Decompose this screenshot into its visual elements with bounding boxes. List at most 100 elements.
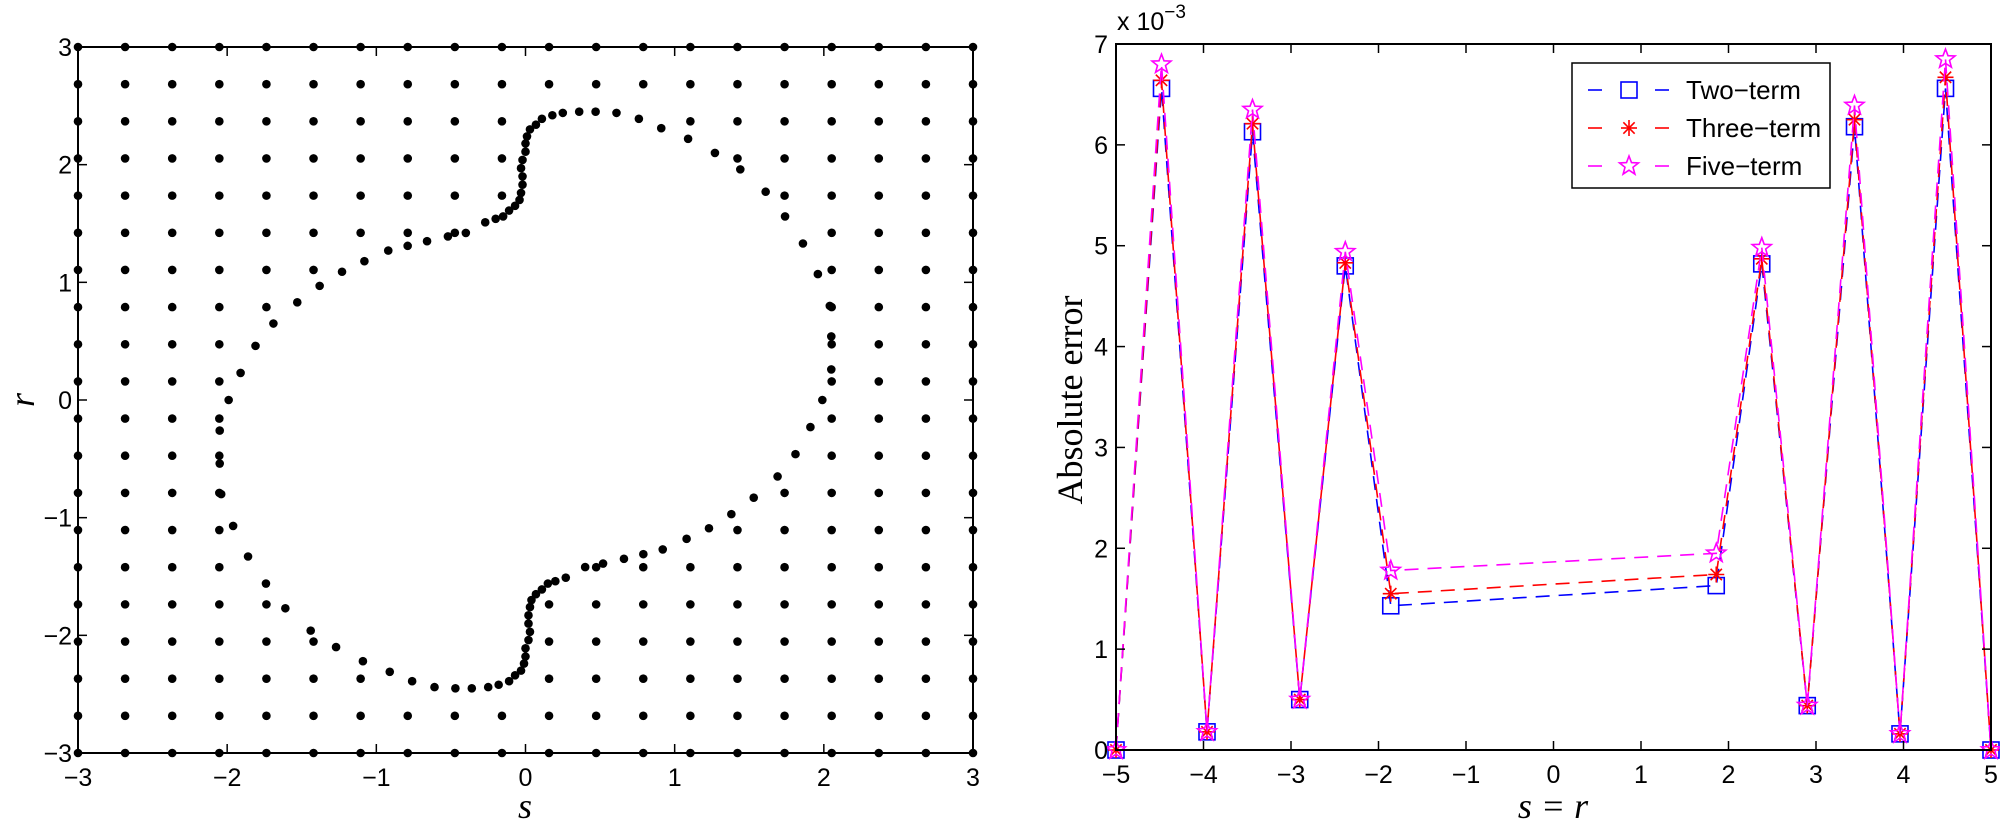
- grid-point: [921, 451, 931, 461]
- grid-point: [874, 562, 884, 572]
- grid-point: [167, 711, 177, 721]
- grid-point: [167, 674, 177, 683]
- grid-point: [450, 228, 460, 238]
- grid-point: [262, 79, 271, 89]
- grid-point: [686, 117, 695, 126]
- grid-point: [167, 451, 177, 461]
- grid-point: [827, 711, 836, 721]
- grid-point: [921, 117, 931, 126]
- grid-point: [262, 600, 271, 609]
- grid-point: [120, 265, 130, 275]
- grid-point: [780, 154, 789, 163]
- grid-point: [733, 562, 742, 572]
- y-tick-label: 5: [1094, 233, 1108, 261]
- pentagram-marker: [1842, 93, 1867, 116]
- boundary-point: [704, 523, 714, 533]
- grid-point: [733, 711, 742, 721]
- grid-point: [686, 674, 695, 683]
- grid-point: [215, 414, 224, 423]
- boundary-point: [483, 682, 493, 692]
- boundary-point: [658, 545, 668, 554]
- grid-point: [921, 525, 931, 535]
- boundary-point: [580, 562, 590, 572]
- grid-point: [591, 674, 601, 683]
- grid-point: [827, 525, 836, 535]
- boundary-point: [281, 603, 290, 613]
- x-tick-label: −2: [1364, 761, 1393, 789]
- boundary-point: [518, 180, 527, 189]
- grid-point: [827, 79, 836, 89]
- boundary-point: [504, 676, 514, 686]
- grid-point: [215, 117, 224, 126]
- legend-item: Three−term: [1588, 113, 1821, 143]
- boundary-point: [551, 576, 560, 586]
- grid-point: [638, 637, 648, 646]
- grid-point: [497, 117, 507, 126]
- grid-point: [215, 600, 224, 609]
- grid-point: [827, 377, 836, 386]
- grid-point: [921, 414, 931, 423]
- grid-point: [167, 637, 177, 646]
- x-tick-label: 0: [1547, 761, 1561, 789]
- grid-point: [780, 711, 789, 721]
- grid-point: [120, 600, 130, 609]
- boundary-point: [634, 114, 644, 124]
- grid-point: [921, 562, 931, 572]
- grid-point: [733, 154, 742, 163]
- grid-point: [733, 117, 742, 126]
- boundary-point: [598, 559, 608, 568]
- boundary-point: [531, 120, 541, 129]
- pentagram-marker: [1104, 737, 1128, 760]
- grid-point: [780, 191, 789, 200]
- grid-point: [120, 414, 130, 423]
- boundary-point: [524, 635, 533, 645]
- boundary-point: [736, 165, 745, 174]
- grid-point: [167, 377, 177, 386]
- x-tick-label: 0: [519, 764, 533, 792]
- grid-point: [215, 525, 224, 535]
- grid-point: [733, 525, 742, 535]
- pentagram-marker: [1379, 558, 1403, 581]
- boundary-point: [494, 680, 503, 690]
- pentagram-marker: [1795, 693, 1819, 716]
- boundary-point: [826, 332, 836, 341]
- grid-point: [215, 79, 224, 89]
- grid-point: [262, 637, 271, 646]
- boundary-point: [656, 123, 666, 133]
- grid-point: [544, 674, 554, 683]
- boundary-point: [518, 155, 527, 165]
- series-two-term: [1107, 79, 2000, 759]
- grid-point: [309, 117, 318, 126]
- grid-point: [544, 79, 554, 89]
- grid-point: [874, 377, 884, 386]
- grid-point: [874, 265, 884, 275]
- grid-point: [921, 600, 931, 609]
- grid-point: [215, 302, 224, 312]
- grid-point: [167, 525, 177, 535]
- series-three-term: [1108, 69, 1999, 758]
- x-tick-label: 2: [817, 764, 831, 792]
- boundary-point: [521, 652, 530, 661]
- boundary-point: [510, 671, 520, 680]
- boundary-point: [525, 627, 535, 637]
- y-tick-label: 2: [1094, 535, 1108, 563]
- boundary-point: [519, 659, 529, 668]
- grid-point: [120, 525, 130, 535]
- legend-label: Two−term: [1686, 75, 1801, 105]
- x-tick-label: −3: [64, 764, 93, 792]
- x-tick-label: −4: [1189, 761, 1218, 789]
- grid-point: [591, 711, 601, 721]
- grid-point: [403, 191, 413, 200]
- grid-point: [120, 154, 130, 163]
- grid-point: [921, 488, 931, 498]
- grid-point: [921, 711, 931, 721]
- pentagram-marker: [1333, 239, 1357, 262]
- grid-point: [262, 228, 271, 238]
- grid-point: [544, 637, 554, 646]
- boundary-point: [798, 239, 808, 248]
- boundary-point: [682, 534, 691, 544]
- boundary-point: [215, 426, 225, 435]
- right-ticks: −5 −4 −3 −2 −1 0 1 2 3 4 5 0 1 2 3 4 5 6 7: [1094, 31, 1998, 789]
- grid-point: [120, 228, 130, 238]
